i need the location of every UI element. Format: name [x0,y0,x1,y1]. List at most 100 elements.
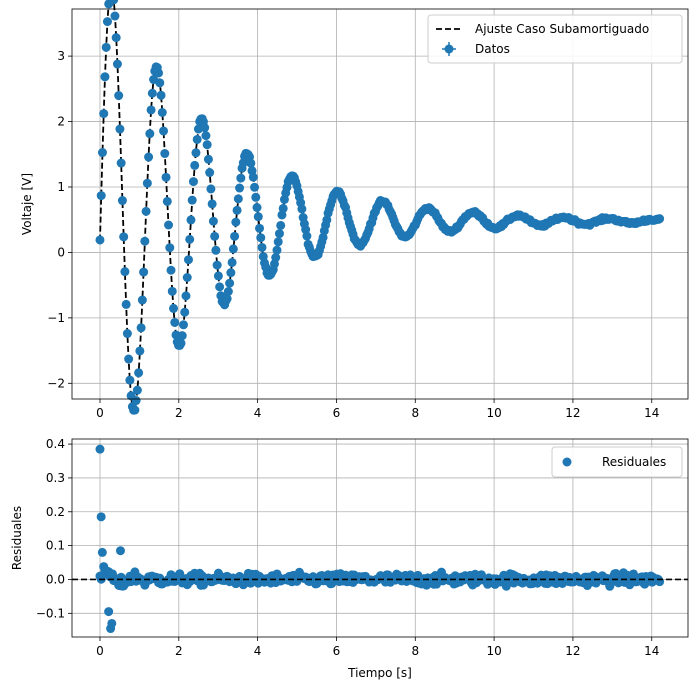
data-point [246,158,256,168]
data-point [140,236,150,246]
y-tick-label: 0.3 [46,471,65,485]
data-point [100,72,110,82]
x-tick-label: 6 [333,406,341,420]
x-tick-label: 4 [254,644,262,658]
x-tick-label: 14 [644,644,659,658]
data-point [207,199,217,209]
data-point [125,375,135,385]
residual-point [655,577,665,587]
data-point [161,172,171,182]
data-point [170,317,180,327]
data-point [139,267,149,277]
data-point [211,245,221,255]
data-point [276,220,286,230]
data-point [272,245,282,255]
data-point [248,172,258,182]
data-point [99,109,109,119]
data-point [208,216,218,226]
data-point [202,140,212,150]
data-point [120,267,130,277]
data-point [166,265,176,275]
data-point [250,182,260,192]
residual-outlier [107,618,117,628]
data-point [132,385,142,395]
data-point [117,196,127,206]
data-point [215,282,225,292]
data-point [167,286,177,296]
x-tick-label: 2 [175,406,183,420]
legend-data-swatch [442,42,456,56]
data-point [116,158,126,168]
data-point [137,295,147,305]
data-point [201,131,211,141]
y-tick-label: 0.2 [46,505,65,519]
data-point [190,160,200,170]
legend-resid-swatch [562,457,572,467]
data-point [122,329,132,339]
bottom-xlabel: Tiempo [s] [347,666,412,680]
data-point [227,257,237,267]
legend-data-label: Datos [475,42,510,56]
top-legend: Ajuste Caso Subamortiguado Datos [427,14,683,64]
y-tick-label: 2 [57,115,65,129]
data-point [230,231,240,241]
data-point [231,217,241,227]
data-point [154,68,164,78]
y-tick-label: 1 [57,180,65,194]
bottom-ylabel: Residuales [10,506,24,570]
data-point [146,105,156,115]
data-point [253,212,263,222]
data-point [203,154,213,164]
data-point [210,231,220,241]
residual-outlier [115,546,125,556]
top-plot-frame [71,8,689,400]
data-point [157,108,167,118]
data-point [119,232,129,242]
data-point [155,78,165,88]
data-point [222,294,232,304]
x-tick-label: 8 [411,644,419,658]
x-tick-label: 10 [486,406,501,420]
residual-outlier [95,444,105,454]
data-point [178,320,188,330]
data-point [297,204,307,214]
y-tick-label: 0.0 [46,572,65,586]
data-point [188,177,198,187]
data-point [251,192,261,202]
data-point [121,299,131,309]
x-tick-label: 8 [411,406,419,420]
data-point [192,134,202,144]
data-point [130,405,140,415]
data-point [223,286,233,296]
x-tick-label: 6 [333,644,341,658]
x-tick-label: 10 [486,644,501,658]
data-point [232,205,242,215]
data-point [115,124,125,134]
y-tick-label: 0.4 [46,437,65,451]
data-point [274,229,284,239]
data-point [200,123,210,133]
y-tick-label: 0 [57,245,65,259]
bottom-ticks: 0 2 4 6 8 10 12 14 −0.1 0.0 0.1 0.2 0.3 0.4 [36,437,660,658]
data-point [212,260,222,270]
data-point [271,253,281,263]
data-point [185,234,195,244]
data-point [142,178,152,188]
data-point [95,235,105,245]
data-point [302,231,312,241]
data-point [233,194,243,204]
data-point [180,307,190,317]
data-point [278,203,288,213]
data-point [236,173,246,183]
top-ylabel: Voltaje [V] [20,173,34,235]
data-point [97,148,107,158]
residual-outlier [96,512,106,522]
bottom-plot-frame [71,438,689,638]
data-point [145,129,155,139]
data-point [273,237,283,247]
data-point [183,255,193,265]
data-point [235,183,245,193]
